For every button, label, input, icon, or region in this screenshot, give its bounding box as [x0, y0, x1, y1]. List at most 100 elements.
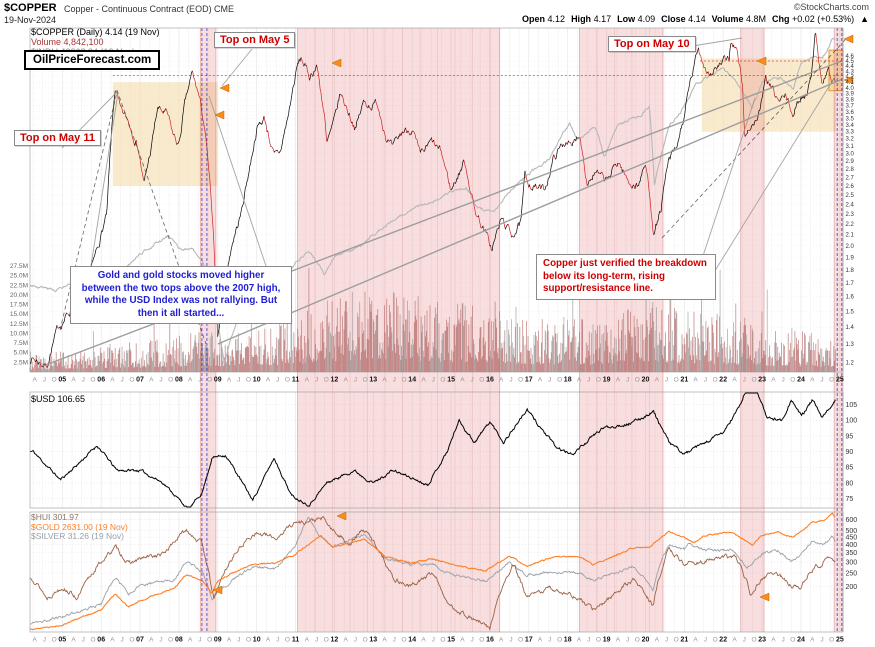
- legend-item: $USD 106.65: [31, 394, 86, 404]
- y-tick-metals: 600: [846, 517, 858, 524]
- y-tick-usd: 75: [846, 496, 854, 503]
- orange-arrow-icon: [843, 34, 854, 44]
- x-tick-month: O: [518, 637, 523, 644]
- x-tick-month: A: [305, 377, 310, 384]
- panel-borders: [29, 27, 844, 633]
- x-tick-month: O: [324, 637, 329, 644]
- x-tick-year: 24: [797, 377, 805, 384]
- x-tick-month: A: [460, 377, 465, 384]
- x-tick-month: J: [237, 377, 240, 384]
- y-tick-copper: 4.4: [846, 64, 855, 70]
- x-tick-month: A: [499, 637, 504, 644]
- x-tick-month: O: [168, 637, 173, 644]
- y-tick-copper: 2.4: [846, 202, 855, 208]
- x-tick-month: O: [635, 377, 640, 384]
- x-tick-month: J: [315, 637, 318, 644]
- x-tick-month: J: [276, 637, 279, 644]
- x-tick-year: 20: [642, 637, 650, 644]
- x-tick-month: O: [790, 377, 795, 384]
- x-tick-month: O: [829, 377, 834, 384]
- usd-series: [30, 392, 836, 508]
- x-tick-month: J: [781, 377, 784, 384]
- x-tick-month: O: [674, 377, 679, 384]
- x-tick-year: 25: [836, 637, 844, 644]
- x-tick-year: 13: [369, 637, 377, 644]
- x-tick-month: O: [168, 377, 173, 384]
- x-tick-month: J: [665, 377, 668, 384]
- y-tick-copper: 2.3: [846, 212, 855, 218]
- x-tick-month: O: [90, 377, 95, 384]
- x-tick-month: O: [596, 637, 601, 644]
- silver-line: [29, 516, 836, 625]
- y-tick-volume: 20.0M: [10, 292, 28, 299]
- x-tick-year: 22: [719, 377, 727, 384]
- annotation-top-may5: Top on May 5: [214, 32, 296, 48]
- x-tick-month: J: [82, 377, 85, 384]
- x-tick-year: 12: [331, 637, 339, 644]
- ohlc-label: Open: [522, 14, 548, 24]
- annotation-blue-note: Gold and gold stocks moved higher betwee…: [70, 266, 292, 324]
- x-tick-year: 09: [214, 637, 222, 644]
- x-tick-month: A: [771, 637, 776, 644]
- x-tick-month: O: [246, 377, 251, 384]
- x-tick-month: O: [751, 637, 756, 644]
- x-tick-month: J: [120, 377, 123, 384]
- x-tick-month: A: [266, 377, 271, 384]
- y-tick-copper: 3.2: [846, 137, 855, 143]
- orange-arrow-icon: [756, 56, 767, 66]
- legend-item: $GOLD 2631.00 (19 Nov): [31, 521, 128, 532]
- ohlc-value: 4.17: [593, 14, 612, 24]
- x-tick-year: 07: [136, 377, 144, 384]
- x-tick-year: 16: [486, 637, 494, 644]
- x-tick-month: A: [771, 377, 776, 384]
- x-tick-year: 19: [603, 377, 611, 384]
- x-tick-month: A: [188, 377, 193, 384]
- y-tick-copper: 4.6: [846, 54, 855, 60]
- legend-panel3: $HUI 301.97 $GOLD 2631.00 (19 Nov) $SILVER…: [31, 512, 128, 542]
- x-tick-month: J: [509, 377, 512, 384]
- x-tick-month: A: [382, 637, 387, 644]
- legend-item: $HUI 301.97: [31, 512, 79, 522]
- y-tick-volume: 15.0M: [10, 311, 28, 318]
- ohlc-value: 4.8M: [746, 14, 767, 24]
- x-tick-month: A: [227, 377, 232, 384]
- y-tick-copper: 2.6: [846, 184, 855, 190]
- x-tick-month: O: [635, 637, 640, 644]
- x-tick-month: A: [305, 637, 310, 644]
- y-tick-volume: 12.5M: [10, 321, 28, 328]
- y-tick-copper: 1.7: [846, 281, 855, 287]
- x-tick-month: A: [810, 637, 815, 644]
- x-tick-month: O: [129, 637, 134, 644]
- x-tick-year: 21: [681, 377, 689, 384]
- x-tick-month: A: [421, 377, 426, 384]
- x-tick-month: J: [82, 637, 85, 644]
- x-tick-month: J: [509, 637, 512, 644]
- x-tick-month: J: [626, 637, 629, 644]
- x-tick-month: J: [120, 637, 123, 644]
- y-tick-metals: 400: [846, 542, 858, 549]
- change-up-arrow: ▲: [860, 14, 869, 24]
- y-tick-copper: 1.5: [846, 309, 855, 315]
- x-tick-month: A: [110, 637, 115, 644]
- y-tick-metals: 500: [846, 528, 858, 535]
- x-tick-month: O: [401, 637, 406, 644]
- y-tick-copper: 1.2: [846, 360, 855, 366]
- x-tick-month: O: [557, 377, 562, 384]
- ohlc-value: 4.09: [637, 14, 656, 24]
- x-tick-month: A: [655, 637, 660, 644]
- ohlc-label: Volume: [711, 14, 747, 24]
- x-tick-month: J: [432, 637, 435, 644]
- x-tick-month: A: [421, 637, 426, 644]
- x-tick-month: J: [548, 637, 551, 644]
- y-tick-copper: 3.3: [846, 130, 855, 136]
- orange-arrow-icon: [336, 511, 347, 521]
- x-tick-month: J: [781, 637, 784, 644]
- x-tick-month: J: [626, 377, 629, 384]
- x-tick-month: A: [71, 637, 76, 644]
- y-tick-copper: 2.7: [846, 175, 855, 181]
- y-tick-copper: 3.7: [846, 104, 855, 110]
- x-tick-month: J: [704, 377, 707, 384]
- x-tick-month: J: [820, 637, 823, 644]
- x-tick-month: A: [149, 637, 154, 644]
- x-tick-month: O: [713, 377, 718, 384]
